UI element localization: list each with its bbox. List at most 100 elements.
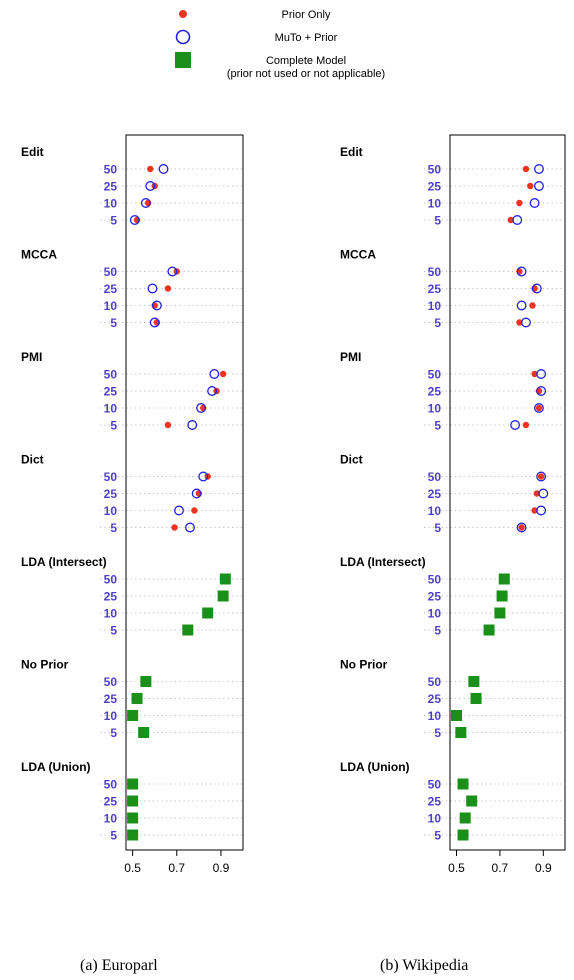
point-complete-model: [466, 795, 478, 807]
level-label: 5: [110, 726, 117, 740]
point-muto-prior: [516, 300, 527, 311]
group-title: LDA (Union): [21, 760, 91, 774]
level-label: 10: [428, 607, 442, 621]
level-label: 5: [434, 726, 441, 740]
point-muto-prior: [516, 522, 527, 533]
point-muto-prior: [198, 471, 209, 482]
point-muto-prior: [529, 198, 540, 208]
level-label: 25: [428, 180, 442, 194]
level-label: 25: [428, 692, 442, 706]
point-muto-prior: [536, 471, 547, 482]
point-muto-prior: [510, 420, 521, 430]
point-prior-only: [164, 421, 172, 429]
point-complete-model: [457, 829, 469, 841]
level-label: 25: [428, 487, 442, 501]
point-muto-prior: [196, 403, 207, 413]
point-prior-only: [531, 507, 538, 514]
level-label: 5: [110, 419, 117, 433]
level-label: 5: [110, 829, 117, 843]
caption-europarl: (a) Europarl: [80, 957, 158, 974]
level-label: 50: [428, 573, 442, 587]
level-label: 25: [104, 692, 118, 706]
point-complete-model: [219, 573, 231, 585]
level-label: 10: [428, 504, 442, 518]
plot-frame: [125, 134, 244, 851]
point-prior-only: [533, 490, 540, 497]
point-complete-model: [127, 829, 139, 841]
point-prior-only: [522, 165, 530, 173]
level-label: 50: [104, 368, 118, 382]
level-label: 10: [428, 197, 442, 211]
point-muto-prior: [207, 386, 218, 396]
point-prior-only: [527, 182, 534, 190]
level-label: 25: [428, 590, 442, 604]
level-label: 5: [434, 624, 441, 638]
level-label: 25: [104, 795, 118, 809]
x-tick-label: 0.9: [535, 861, 552, 875]
level-label: 10: [104, 299, 118, 313]
level-label: 5: [434, 521, 441, 535]
point-prior-only: [147, 165, 154, 173]
point-complete-model: [496, 590, 508, 602]
level-label: 25: [104, 590, 118, 604]
point-complete-model: [138, 727, 150, 738]
point-complete-model: [131, 693, 143, 704]
point-complete-model: [468, 676, 480, 687]
group-title: Dict: [340, 453, 363, 467]
level-label: 10: [104, 402, 118, 416]
point-muto-prior: [520, 317, 531, 328]
level-label: 5: [434, 316, 441, 330]
legend-square-marker: [175, 52, 191, 68]
point-complete-model: [470, 693, 482, 704]
point-complete-model: [455, 727, 467, 738]
point-complete-model: [451, 710, 463, 721]
x-tick-label: 0.7: [168, 861, 185, 875]
point-muto-prior: [516, 266, 527, 277]
point-muto-prior: [185, 522, 195, 533]
group-title: Edit: [340, 145, 363, 159]
point-complete-model: [140, 676, 152, 687]
point-prior-only: [191, 507, 198, 514]
level-label: 10: [104, 812, 118, 826]
group-title: No Prior: [340, 658, 388, 672]
point-complete-model: [127, 812, 139, 824]
level-label: 50: [428, 163, 442, 177]
group-title: Dict: [21, 453, 44, 467]
group-title: LDA (Intersect): [21, 555, 107, 569]
level-label: 25: [104, 180, 118, 194]
point-prior-only: [522, 421, 530, 429]
point-muto-prior: [167, 266, 178, 277]
point-complete-model: [127, 710, 139, 721]
level-label: 50: [104, 163, 118, 177]
point-complete-model: [217, 590, 229, 602]
level-label: 25: [104, 487, 118, 501]
level-label: 10: [428, 709, 442, 723]
level-label: 25: [428, 385, 442, 399]
point-muto-prior: [534, 181, 544, 191]
point-prior-only: [535, 404, 543, 412]
legend-sublabel: (prior not used or not applicable): [227, 68, 385, 80]
group-title: Edit: [21, 145, 44, 159]
level-label: 5: [110, 316, 117, 330]
point-muto-prior: [187, 420, 198, 430]
point-muto-prior: [534, 164, 544, 174]
point-muto-prior: [149, 317, 160, 328]
level-label: 5: [110, 624, 117, 638]
point-muto-prior: [538, 488, 549, 499]
level-label: 5: [110, 521, 117, 535]
level-label: 5: [434, 419, 441, 433]
point-muto-prior: [536, 386, 547, 396]
point-complete-model: [202, 607, 214, 619]
level-label: 50: [104, 470, 118, 484]
point-complete-model: [127, 778, 139, 790]
point-prior-only: [219, 370, 227, 378]
point-muto-prior: [151, 300, 162, 311]
caption-wikipedia: (b) Wikipedia: [380, 957, 469, 974]
level-label: 50: [428, 778, 442, 792]
level-label: 50: [104, 573, 118, 587]
level-label: 10: [104, 197, 118, 211]
level-label: 10: [428, 402, 442, 416]
point-prior-only: [529, 302, 536, 309]
point-prior-only: [537, 473, 545, 480]
